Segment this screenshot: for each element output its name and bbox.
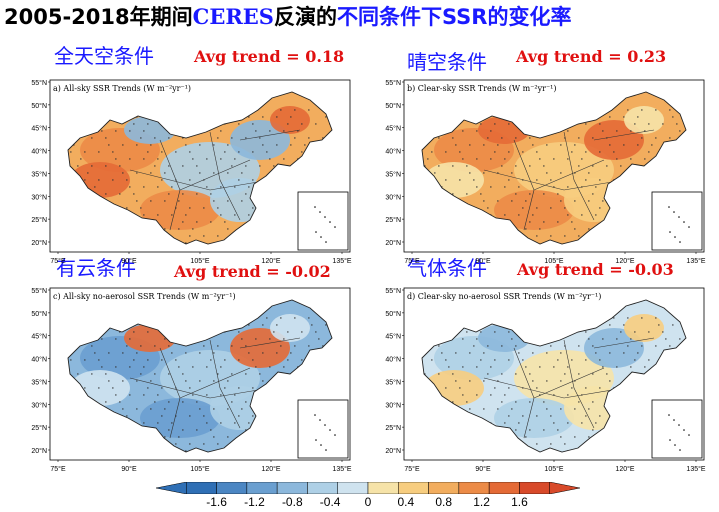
svg-text:25°N: 25°N (385, 424, 401, 432)
svg-text:45°N: 45°N (385, 333, 401, 341)
svg-text:120°E: 120°E (615, 257, 634, 265)
svg-text:35°N: 35°N (31, 170, 47, 178)
svg-text:75°E: 75°E (50, 257, 66, 265)
map-panel-d: d) Clear-sky no-aerosol SSR Trends (W m⁻… (364, 280, 709, 480)
svg-text:50°N: 50°N (385, 310, 401, 318)
svg-text:35°N: 35°N (385, 170, 401, 178)
svg-text:55°N: 55°N (385, 79, 401, 87)
svg-text:a) All-sky SSR Trends (W m⁻²yr: a) All-sky SSR Trends (W m⁻²yr⁻¹) (53, 84, 191, 93)
svg-text:105°E: 105°E (544, 465, 563, 473)
svg-text:135°E: 135°E (686, 465, 705, 473)
svg-text:40°N: 40°N (31, 148, 47, 156)
svg-text:30°N: 30°N (385, 193, 401, 201)
svg-text:20°N: 20°N (31, 447, 47, 455)
svg-text:135°E: 135°E (686, 257, 705, 265)
svg-text:75°E: 75°E (404, 465, 420, 473)
svg-text:35°N: 35°N (31, 378, 47, 386)
colorbar (156, 482, 580, 494)
title-part3: 反演的 (273, 5, 337, 29)
panel-b-trend: Avg trend = 0.23 (516, 47, 667, 66)
colorbar-tick: -0.4 (319, 495, 341, 509)
svg-text:120°E: 120°E (615, 465, 634, 473)
colorbar-tick: 0 (364, 495, 372, 509)
title-part2: CERES (192, 4, 274, 29)
colorbar-tick: 1.6 (511, 495, 528, 509)
colorbar-tick: -0.8 (281, 495, 303, 509)
map-panel-c: c) All-sky no-aerosol SSR Trends (W m⁻²y… (10, 280, 355, 480)
svg-text:135°E: 135°E (332, 465, 351, 473)
colorbar-tick: 0.4 (397, 495, 415, 509)
svg-text:105°E: 105°E (544, 257, 563, 265)
svg-text:50°N: 50°N (31, 310, 47, 318)
colorbar-tick-labels: -1.6 -1.2 -0.8 -0.4 0 0.4 0.8 1.2 1.6 (156, 495, 580, 511)
svg-text:50°N: 50°N (31, 102, 47, 110)
title-part1: 2005-2018年期间 (4, 5, 193, 29)
svg-text:120°E: 120°E (261, 257, 280, 265)
svg-text:35°N: 35°N (385, 378, 401, 386)
svg-text:30°N: 30°N (31, 193, 47, 201)
svg-text:55°N: 55°N (385, 287, 401, 295)
svg-text:120°E: 120°E (261, 465, 280, 473)
svg-text:c) All-sky no-aerosol SSR Tren: c) All-sky no-aerosol SSR Trends (W m⁻²y… (53, 292, 236, 301)
svg-text:135°E: 135°E (332, 257, 351, 265)
svg-text:45°N: 45°N (31, 333, 47, 341)
svg-text:90°E: 90°E (121, 465, 137, 473)
title-part4: 不同条件下SSR的变化率 (336, 5, 572, 29)
svg-text:55°N: 55°N (31, 79, 47, 87)
colorbar-tick: 0.8 (435, 495, 453, 509)
panel-c-trend: Avg trend = -0.02 (174, 262, 331, 281)
panel-d-trend: Avg trend = -0.03 (517, 260, 674, 279)
svg-text:105°E: 105°E (190, 257, 209, 265)
svg-text:45°N: 45°N (385, 125, 401, 133)
map-panel-b: b) Clear-sky SSR Trends (W m⁻²yr⁻¹) 55°N 5… (364, 72, 709, 272)
slide-title: 2005-2018年期间CERES反演的不同条件下SSR的变化率 (4, 2, 571, 32)
svg-text:30°N: 30°N (31, 401, 47, 409)
svg-text:90°E: 90°E (475, 465, 491, 473)
svg-text:25°N: 25°N (31, 216, 47, 224)
panel-a-heading: 全天空条件 (54, 44, 154, 68)
svg-text:55°N: 55°N (31, 287, 47, 295)
colorbar-tick: 1.2 (473, 495, 490, 509)
svg-text:20°N: 20°N (385, 239, 401, 247)
svg-text:50°N: 50°N (385, 102, 401, 110)
panel-b-heading: 晴空条件 (407, 50, 487, 74)
svg-text:40°N: 40°N (385, 148, 401, 156)
svg-text:90°E: 90°E (121, 257, 137, 265)
colorbar-tick: -1.2 (244, 495, 265, 509)
svg-text:d) Clear-sky no-aerosol SSR Tr: d) Clear-sky no-aerosol SSR Trends (W m⁻… (407, 292, 601, 301)
svg-text:40°N: 40°N (31, 356, 47, 364)
svg-text:40°N: 40°N (385, 356, 401, 364)
svg-text:75°E: 75°E (50, 465, 66, 473)
svg-text:25°N: 25°N (31, 424, 47, 432)
svg-text:45°N: 45°N (31, 125, 47, 133)
svg-text:105°E: 105°E (190, 465, 209, 473)
colorbar-tick: -1.6 (206, 495, 227, 509)
svg-text:20°N: 20°N (385, 447, 401, 455)
svg-text:20°N: 20°N (31, 239, 47, 247)
panel-c-heading: 有云条件 (56, 256, 136, 280)
svg-text:75°E: 75°E (404, 257, 420, 265)
svg-text:25°N: 25°N (385, 216, 401, 224)
svg-text:90°E: 90°E (475, 257, 491, 265)
panel-a-trend: Avg trend = 0.18 (194, 47, 345, 66)
panel-d-heading: 气体条件 (407, 256, 487, 280)
svg-text:30°N: 30°N (385, 401, 401, 409)
svg-text:b) Clear-sky SSR Trends (W m⁻²: b) Clear-sky SSR Trends (W m⁻²yr⁻¹) (407, 84, 557, 93)
map-panel-a: a) All-sky SSR Trends (W m⁻²yr⁻¹) 55°N 50°… (10, 72, 355, 272)
